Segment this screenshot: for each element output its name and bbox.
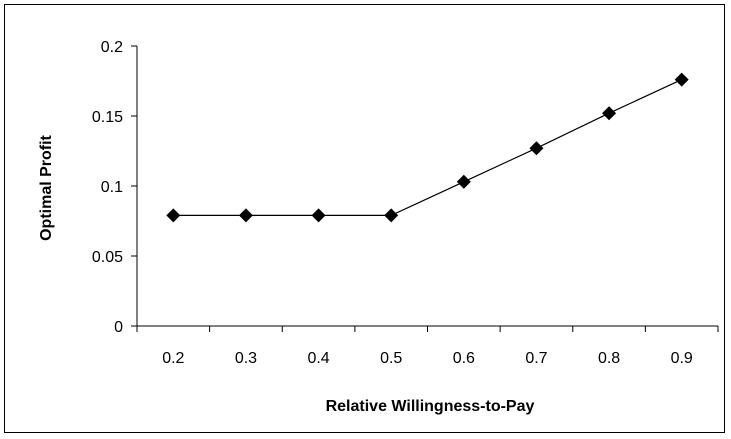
x-tick-label: 0.8 xyxy=(598,350,620,367)
x-tick-label: 0.9 xyxy=(671,350,693,367)
series-line xyxy=(173,79,682,216)
y-tick-label: 0.15 xyxy=(92,109,123,126)
data-point-marker xyxy=(602,106,617,121)
data-point-marker xyxy=(529,141,544,156)
y-axis-ticks: 0 0.05 0.1 0.15 0.2 xyxy=(92,39,137,336)
x-tick-label: 0.6 xyxy=(453,350,475,367)
y-axis-title: Optimal Profit xyxy=(38,134,55,240)
axes xyxy=(136,46,718,327)
x-tick-label: 0.3 xyxy=(235,350,257,367)
y-tick-label: 0.1 xyxy=(101,179,123,196)
x-tick-label: 0.7 xyxy=(525,350,547,367)
series xyxy=(166,72,689,223)
x-tick-label: 0.4 xyxy=(307,350,329,367)
data-point-marker xyxy=(311,208,326,223)
x-axis-title: Relative Willingness-to-Pay xyxy=(326,398,535,415)
y-tick-label: 0.05 xyxy=(92,249,123,266)
data-point-marker xyxy=(674,72,689,87)
data-point-marker xyxy=(166,208,181,223)
y-tick-label: 0.2 xyxy=(101,39,123,56)
x-tick-label: 0.2 xyxy=(162,350,184,367)
x-axis-ticks: 0.2 0.3 0.4 0.5 0.6 0.7 0.8 0.9 xyxy=(136,326,719,367)
y-tick-label: 0 xyxy=(114,319,123,336)
data-point-marker xyxy=(238,208,253,223)
chart-frame xyxy=(4,4,725,433)
data-point-marker xyxy=(384,208,399,223)
x-tick-label: 0.5 xyxy=(380,350,402,367)
data-point-marker xyxy=(456,174,471,189)
